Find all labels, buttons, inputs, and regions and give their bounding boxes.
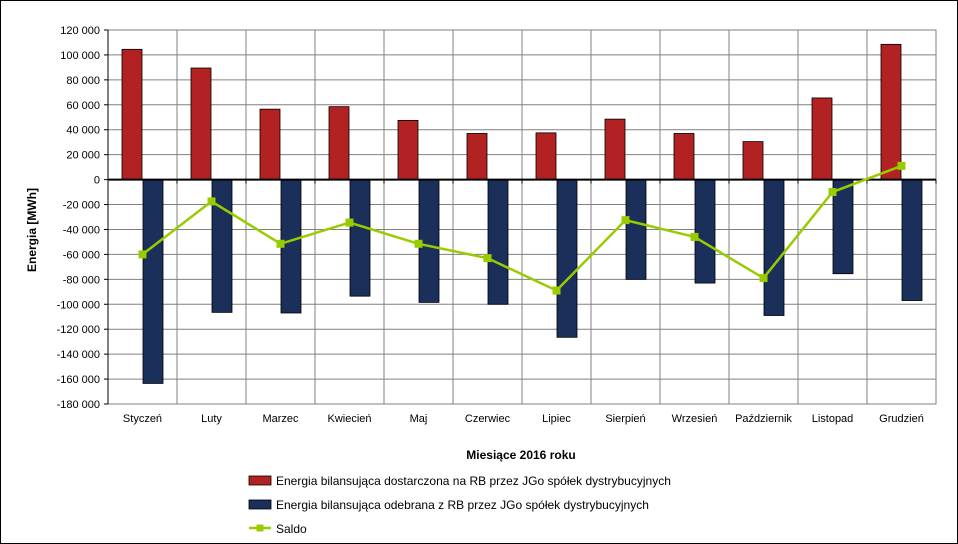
bar-delivered: [880, 43, 902, 181]
saldo-marker: [414, 239, 423, 248]
y-tick-label: -180 000: [57, 399, 100, 411]
bars-layer: [121, 43, 923, 384]
x-tick-label: Wrzesień: [672, 413, 718, 425]
bar-delivered: [604, 118, 626, 180]
y-tick-label: -140 000: [57, 349, 100, 361]
bar-received: [487, 179, 509, 305]
y-tick-label: 60 000: [66, 100, 100, 112]
y-tick-label: 80 000: [66, 75, 100, 87]
saldo-marker: [207, 197, 216, 206]
x-axis-title: Miesiące 2016 roku: [466, 448, 575, 462]
x-tick-label: Marzec: [262, 413, 299, 425]
bar-delivered: [397, 119, 419, 180]
y-tick-label: -100 000: [57, 299, 100, 311]
x-tick-label: Październik: [735, 413, 792, 425]
x-tick-label: Styczeń: [123, 413, 162, 425]
y-axis-title: Energia [MWh]: [25, 188, 39, 272]
x-tick-label: Luty: [201, 413, 222, 425]
y-tick-label: 20 000: [66, 150, 100, 162]
y-tick-label: -60 000: [63, 249, 100, 261]
y-tick-label: 40 000: [66, 125, 100, 137]
bar-delivered: [121, 48, 143, 181]
labels-layer: 120 000 100 000 80 000 60 000 40 000 20 000 0 -…: [57, 25, 924, 425]
x-tick-label: Sierpień: [605, 413, 645, 425]
legend-swatch-received: [248, 499, 272, 510]
bar-delivered: [190, 67, 212, 180]
saldo-marker: [552, 286, 561, 295]
bar-delivered: [328, 106, 350, 180]
bar-delivered: [535, 132, 557, 181]
bar-received: [142, 179, 164, 384]
y-tick-label: -160 000: [57, 374, 100, 386]
bar-delivered: [742, 141, 764, 180]
bar-delivered: [673, 133, 695, 180]
saldo-marker: [897, 161, 906, 170]
bar-received: [694, 179, 716, 284]
x-tick-label: Maj: [410, 413, 428, 425]
grid-layer: [107, 29, 937, 405]
legend-label-received: Energia bilansująca odebrana z RB przez …: [276, 498, 649, 512]
bar-received: [901, 179, 923, 301]
legend-swatch-saldo-marker: [256, 524, 264, 532]
x-tick-label: Lipiec: [542, 413, 571, 425]
saldo-marker: [483, 254, 492, 263]
legend-swatch-delivered: [248, 475, 272, 486]
saldo-marker: [828, 188, 837, 197]
bar-delivered: [466, 133, 488, 180]
x-tick-label: Listopad: [812, 413, 854, 425]
saldo-marker: [276, 239, 285, 248]
saldo-marker: [759, 274, 768, 283]
y-tick-label: 0: [94, 175, 100, 187]
saldo-line: [141, 164, 902, 293]
y-tick-label: 120 000: [60, 25, 100, 37]
bar-received: [556, 179, 578, 338]
y-tick-label: -20 000: [63, 200, 100, 212]
x-tick-label: Grudzień: [879, 413, 924, 425]
line-layer: [138, 161, 906, 295]
saldo-marker: [621, 216, 630, 225]
x-tick-label: Kwiecień: [327, 413, 371, 425]
saldo-marker: [345, 218, 354, 227]
y-tick-label: 100 000: [60, 50, 100, 62]
legend: Energia bilansująca dostarczona na RB pr…: [248, 474, 671, 536]
bar-received: [763, 179, 785, 316]
y-tick-label: -80 000: [63, 274, 100, 286]
y-tick-label: -120 000: [57, 324, 100, 336]
legend-label-delivered: Energia bilansująca dostarczona na RB pr…: [276, 474, 671, 488]
saldo-marker: [138, 250, 147, 259]
axis-layer: [104, 29, 937, 405]
bar-delivered: [259, 108, 281, 180]
y-tick-label: -40 000: [63, 224, 100, 236]
bar-delivered: [811, 97, 833, 181]
legend-label-saldo: Saldo: [276, 522, 307, 536]
bar-received: [349, 179, 371, 297]
saldo-marker: [690, 232, 699, 241]
x-tick-label: Czerwiec: [465, 413, 511, 425]
bar-received: [625, 179, 647, 280]
